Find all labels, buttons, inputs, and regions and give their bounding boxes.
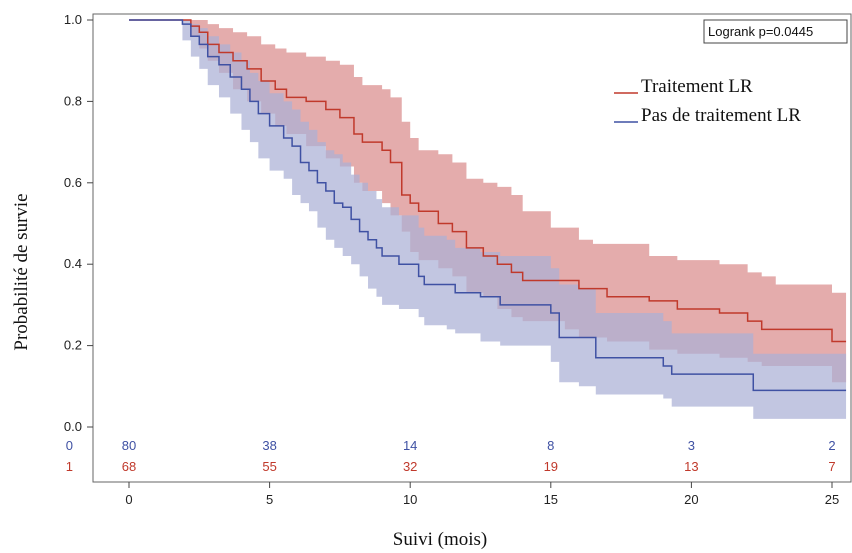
- y-tick-label: 0.8: [64, 93, 82, 108]
- survival-line-1: [129, 19, 847, 392]
- risk-count: 8: [547, 438, 554, 453]
- y-tick-label: 0.4: [64, 256, 82, 271]
- confidence-band-1: [129, 20, 847, 419]
- y-axis-ticks: 0.0 0.2 0.4 0.6 0.8 1.0: [64, 12, 93, 434]
- risk-group-label: 0: [66, 438, 73, 453]
- logrank-box: [703, 19, 848, 44]
- x-axis-title: Suivi (mois): [393, 529, 487, 550]
- risk-count: 19: [544, 459, 558, 474]
- x-tick-label: 5: [266, 492, 273, 507]
- risk-count: 55: [262, 459, 276, 474]
- risk-count: 32: [403, 459, 417, 474]
- x-tick-label: 25: [825, 492, 839, 507]
- x-tick-label: 10: [403, 492, 417, 507]
- risk-count: 68: [122, 459, 136, 474]
- risk-group-label: 1: [66, 459, 73, 474]
- plot-frame: [92, 13, 852, 483]
- y-tick-label: 1.0: [64, 12, 82, 27]
- y-tick-label: 0.0: [64, 419, 82, 434]
- confidence-band-0: [129, 20, 847, 383]
- risk-count: 7: [828, 459, 835, 474]
- risk-count: 80: [122, 438, 136, 453]
- survival-line-0: [129, 19, 847, 343]
- legend-label: Pas de traitement LR: [641, 105, 801, 126]
- y-axis-title: Probabilité de survie: [11, 193, 32, 350]
- risk-count: 14: [403, 438, 417, 453]
- risk-count: 3: [688, 438, 695, 453]
- risk-table: 0 80 38 14 8 3 21 68 55 32 19 13 7: [66, 438, 836, 474]
- x-tick-label: 15: [544, 492, 558, 507]
- logrank-text: Logrank p=0.0445: [708, 24, 813, 39]
- confidence-bands: [129, 20, 847, 419]
- y-tick-label: 0.2: [64, 338, 82, 353]
- y-tick-label: 0.6: [64, 175, 82, 190]
- logrank-annotation: Logrank p=0.0445: [703, 19, 848, 44]
- x-tick-label: 20: [684, 492, 698, 507]
- legend-label: Traitement LR: [641, 76, 753, 97]
- x-axis-ticks: 0 5 10 15 20 25: [125, 482, 839, 507]
- risk-count: 13: [684, 459, 698, 474]
- risk-count: 2: [828, 438, 835, 453]
- survival-curves: [129, 19, 847, 392]
- legend: Traitement LR Pas de traitement LR: [614, 76, 801, 126]
- risk-count: 38: [262, 438, 276, 453]
- x-tick-label: 0: [125, 492, 132, 507]
